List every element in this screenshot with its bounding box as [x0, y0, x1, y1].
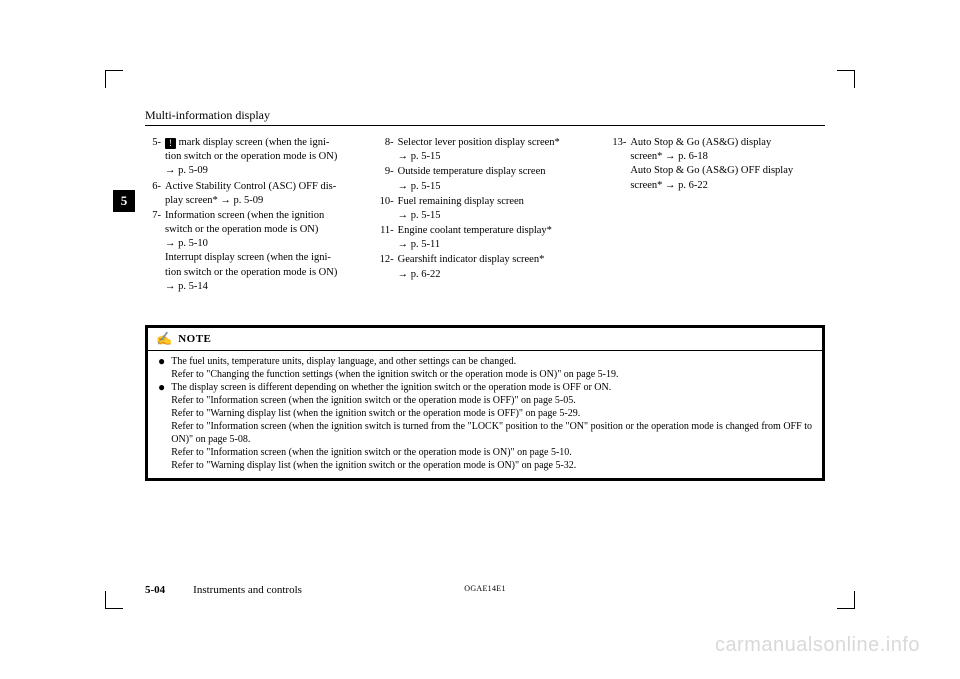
note-bullet: ● The display screen is different depend… [158, 381, 812, 472]
text-line: Selector lever position display screen* [398, 137, 560, 148]
bullet-text: The display screen is different dependin… [171, 381, 812, 472]
text-line: Refer to "Information screen (when the i… [171, 395, 575, 406]
text-line: screen* → p. 6-18 [630, 151, 708, 162]
text-line: The display screen is different dependin… [171, 382, 611, 393]
text-line: Refer to "Warning display list (when the… [171, 460, 576, 471]
bullet-icon: ● [158, 355, 165, 381]
item-text: ! mark display screen (when the igni- ti… [165, 136, 360, 179]
text-line: Refer to "Changing the function settings… [171, 369, 618, 380]
item-text: Outside temperature display screen → p. … [398, 165, 593, 193]
item-number: 13- [610, 136, 626, 193]
text-line: → p. 5-10 [165, 238, 208, 249]
text-line: Auto Stop & Go (AS&G) display [630, 137, 771, 148]
text-line: Information screen (when the ignition [165, 210, 324, 221]
item-number: 12- [378, 253, 394, 281]
note-box: ✍ NOTE ● The fuel units, temperature uni… [145, 325, 825, 481]
bullet-text: The fuel units, temperature units, displ… [171, 355, 812, 381]
list-item: 13- Auto Stop & Go (AS&G) display screen… [610, 136, 825, 193]
item-number: 9- [378, 165, 394, 193]
list-item: 6- Active Stability Control (ASC) OFF di… [145, 180, 360, 208]
note-label: NOTE [178, 332, 211, 346]
text-line: Auto Stop & Go (AS&G) OFF display [630, 165, 793, 176]
warning-icon: ! [165, 138, 176, 149]
item-number: 6- [145, 180, 161, 208]
column-3: 13- Auto Stop & Go (AS&G) display screen… [610, 136, 825, 295]
item-number: 11- [378, 224, 394, 252]
text-line: Fuel remaining display screen [398, 196, 524, 207]
page-title: Multi-information display [145, 108, 825, 123]
list-item: 5- ! mark display screen (when the igni-… [145, 136, 360, 179]
list-item: 8- Selector lever position display scree… [378, 136, 593, 164]
section-title: Instruments and controls [193, 584, 302, 596]
item-text: Auto Stop & Go (AS&G) display screen* → … [630, 136, 825, 193]
doc-code: OGAE14E1 [464, 584, 506, 593]
text-line: play screen* → p. 5-09 [165, 195, 263, 206]
text-line: Gearshift indicator display screen* [398, 254, 545, 265]
text-line: Interrupt display screen (when the igni- [165, 252, 331, 263]
crop-mark-tr [837, 70, 855, 88]
item-number: 7- [145, 209, 161, 294]
item-number: 5- [145, 136, 161, 179]
list-item: 7- Information screen (when the ignition… [145, 209, 360, 294]
item-number: 8- [378, 136, 394, 164]
column-1: 5- ! mark display screen (when the igni-… [145, 136, 360, 295]
note-icon: ✍ [156, 331, 172, 348]
header-rule [145, 125, 825, 126]
text-line: → p. 6-22 [398, 269, 441, 280]
text-line: Refer to "Information screen (when the i… [171, 421, 812, 445]
bullet-icon: ● [158, 381, 165, 472]
text-line: The fuel units, temperature units, displ… [171, 356, 516, 367]
text-line: → p. 5-15 [398, 210, 441, 221]
watermark: carmanualsonline.info [715, 634, 920, 657]
text-line: → p. 5-15 [398, 181, 441, 192]
content-area: Multi-information display 5- ! mark disp… [145, 108, 825, 481]
text-line: Refer to "Warning display list (when the… [171, 408, 580, 419]
list-item: 10- Fuel remaining display screen → p. 5… [378, 195, 593, 223]
list-item: 12- Gearshift indicator display screen* … [378, 253, 593, 281]
text-line: → p. 5-14 [165, 281, 208, 292]
crop-mark-tl [105, 70, 123, 88]
item-text: Selector lever position display screen* … [398, 136, 593, 164]
note-header: ✍ NOTE [148, 328, 822, 351]
note-body: ● The fuel units, temperature units, dis… [148, 351, 822, 478]
text-line: Active Stability Control (ASC) OFF dis- [165, 181, 336, 192]
item-text: Gearshift indicator display screen* → p.… [398, 253, 593, 281]
item-text: Engine coolant temperature display* → p.… [398, 224, 593, 252]
text-line: tion switch or the operation mode is ON) [165, 267, 337, 278]
item-text: Fuel remaining display screen → p. 5-15 [398, 195, 593, 223]
text-line: → p. 5-15 [398, 151, 441, 162]
text-line: mark display screen (when the igni- [176, 137, 329, 148]
text-line: tion switch or the operation mode is ON) [165, 151, 337, 162]
chapter-tab: 5 [113, 190, 135, 212]
text-line: Outside temperature display screen [398, 166, 546, 177]
note-bullet: ● The fuel units, temperature units, dis… [158, 355, 812, 381]
crop-mark-br [837, 591, 855, 609]
list-item: 11- Engine coolant temperature display* … [378, 224, 593, 252]
page: 5 Multi-information display 5- ! mark di… [0, 0, 960, 679]
text-line: → p. 5-11 [398, 239, 440, 250]
text-line: Engine coolant temperature display* [398, 225, 552, 236]
text-line: → p. 5-09 [165, 165, 208, 176]
columns: 5- ! mark display screen (when the igni-… [145, 136, 825, 295]
item-text: Information screen (when the ignition sw… [165, 209, 360, 294]
footer: 5-04 Instruments and controls OGAE14E1 [145, 584, 825, 596]
item-number: 10- [378, 195, 394, 223]
text-line: switch or the operation mode is ON) [165, 224, 318, 235]
text-line: screen* → p. 6-22 [630, 180, 708, 191]
text-line: Refer to "Information screen (when the i… [171, 447, 572, 458]
crop-mark-bl [105, 591, 123, 609]
list-item: 9- Outside temperature display screen → … [378, 165, 593, 193]
item-text: Active Stability Control (ASC) OFF dis- … [165, 180, 360, 208]
column-2: 8- Selector lever position display scree… [378, 136, 593, 295]
page-number: 5-04 [145, 584, 165, 596]
